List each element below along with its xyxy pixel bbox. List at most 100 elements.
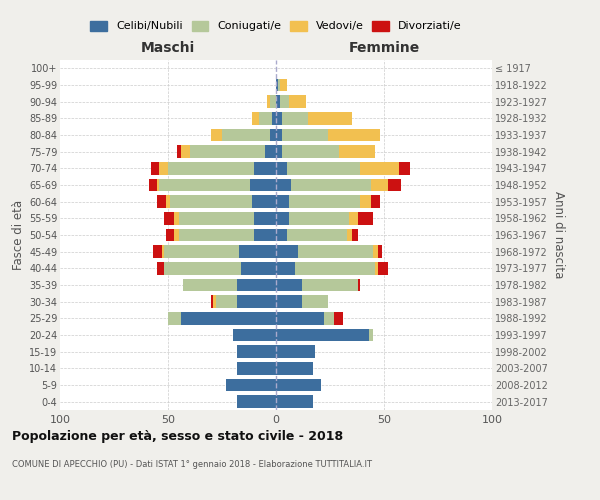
Bar <box>215 296 237 308</box>
Bar <box>241 262 276 274</box>
Bar <box>179 229 254 241</box>
Bar <box>276 162 287 174</box>
Bar <box>352 229 358 241</box>
Bar <box>276 129 283 141</box>
Bar <box>338 146 376 158</box>
Bar <box>276 112 283 124</box>
Bar <box>269 129 276 141</box>
Bar <box>302 296 328 308</box>
Bar <box>149 179 157 192</box>
Bar <box>376 262 377 274</box>
Bar <box>211 296 214 308</box>
Bar <box>176 146 181 158</box>
Bar <box>272 112 276 124</box>
Bar <box>280 96 289 108</box>
Legend: Celibi/Nubili, Coniugati/e, Vedovi/e, Divorziati/e: Celibi/Nubili, Coniugati/e, Vedovi/e, Di… <box>91 20 461 32</box>
Bar <box>151 162 160 174</box>
Bar <box>276 79 278 92</box>
Bar <box>157 262 164 274</box>
Y-axis label: Anni di nascita: Anni di nascita <box>552 192 565 278</box>
Bar <box>377 262 388 274</box>
Bar <box>388 179 401 192</box>
Bar <box>269 96 276 108</box>
Bar <box>308 112 352 124</box>
Bar <box>252 112 259 124</box>
Bar <box>276 262 295 274</box>
Bar <box>157 196 166 208</box>
Bar <box>259 112 272 124</box>
Text: Femmine: Femmine <box>349 41 419 55</box>
Bar <box>237 362 276 374</box>
Bar <box>358 212 373 224</box>
Bar <box>164 246 239 258</box>
Bar <box>276 146 283 158</box>
Bar <box>276 179 291 192</box>
Bar <box>214 296 215 308</box>
Bar <box>181 146 190 158</box>
Bar <box>276 96 280 108</box>
Bar <box>175 229 179 241</box>
Bar <box>166 196 170 208</box>
Bar <box>289 212 349 224</box>
Bar <box>166 229 175 241</box>
Bar <box>283 129 328 141</box>
Bar <box>328 129 380 141</box>
Bar <box>276 379 322 391</box>
Bar <box>164 212 175 224</box>
Y-axis label: Fasce di età: Fasce di età <box>11 200 25 270</box>
Bar <box>276 329 369 341</box>
Bar <box>237 279 276 291</box>
Bar <box>276 246 298 258</box>
Bar <box>298 246 373 258</box>
Bar <box>211 129 222 141</box>
Bar <box>222 129 269 141</box>
Bar <box>276 212 289 224</box>
Bar <box>276 362 313 374</box>
Bar <box>399 162 410 174</box>
Bar <box>371 179 388 192</box>
Bar <box>283 146 338 158</box>
Bar <box>239 246 276 258</box>
Bar <box>170 196 252 208</box>
Bar <box>237 346 276 358</box>
Bar <box>226 379 276 391</box>
Bar <box>289 96 306 108</box>
Bar <box>157 179 160 192</box>
Bar <box>347 229 352 241</box>
Bar <box>278 79 280 92</box>
Bar <box>280 79 287 92</box>
Bar <box>323 312 334 324</box>
Bar <box>175 212 179 224</box>
Bar <box>179 212 254 224</box>
Bar <box>250 179 276 192</box>
Text: Popolazione per età, sesso e stato civile - 2018: Popolazione per età, sesso e stato civil… <box>12 430 343 443</box>
Bar <box>283 112 308 124</box>
Bar <box>360 162 399 174</box>
Bar <box>237 396 276 408</box>
Bar <box>181 312 276 324</box>
Bar <box>268 96 269 108</box>
Bar <box>161 246 164 258</box>
Bar <box>164 262 241 274</box>
Bar <box>160 162 168 174</box>
Bar <box>360 196 371 208</box>
Bar <box>295 262 376 274</box>
Bar <box>168 162 254 174</box>
Bar <box>276 396 313 408</box>
Bar <box>265 146 276 158</box>
Bar <box>168 312 181 324</box>
Bar <box>276 279 302 291</box>
Bar <box>153 246 161 258</box>
Bar <box>276 196 289 208</box>
Bar <box>371 196 380 208</box>
Bar <box>233 329 276 341</box>
Bar <box>254 162 276 174</box>
Bar <box>276 296 302 308</box>
Bar <box>183 279 237 291</box>
Bar <box>358 279 360 291</box>
Bar <box>349 212 358 224</box>
Bar <box>377 246 382 258</box>
Bar <box>276 229 287 241</box>
Bar <box>373 246 377 258</box>
Bar <box>369 329 373 341</box>
